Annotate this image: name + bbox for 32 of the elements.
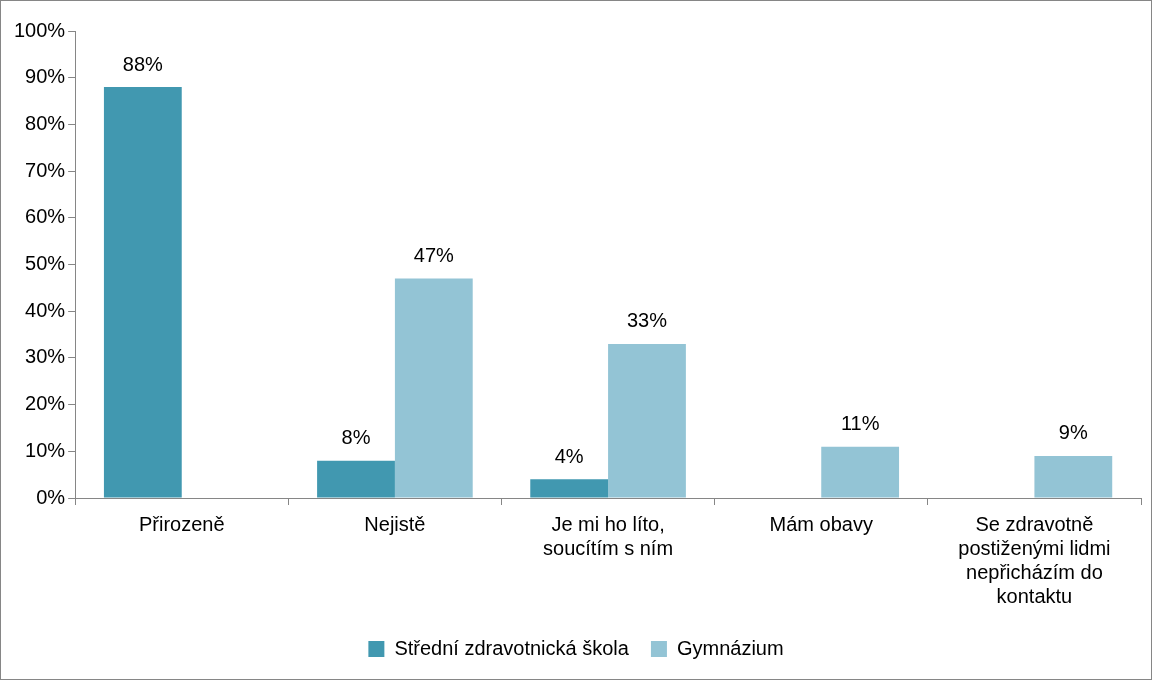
data-label: 88% (122, 52, 164, 75)
y-tick-label: 90% (25, 65, 66, 88)
bar (821, 446, 900, 498)
bar (530, 479, 609, 498)
data-label: 8% (341, 426, 371, 449)
bar (1034, 455, 1113, 498)
y-tick-label: 50% (25, 252, 66, 275)
bar (608, 343, 686, 498)
y-tick-label: 60% (25, 205, 66, 228)
data-label: 4% (554, 444, 584, 467)
y-tick-label: 20% (25, 392, 66, 415)
y-tick-label: 10% (25, 438, 66, 461)
data-label: 47% (413, 244, 455, 267)
y-tick-label: 70% (25, 158, 66, 181)
x-tick-label: Přirozeně (138, 512, 225, 535)
data-label: 33% (626, 309, 668, 332)
data-label: 11% (840, 412, 880, 435)
bar (103, 87, 182, 498)
x-tick-label: Nejistě (364, 512, 426, 535)
x-tick-label: Se zdravotně postiženými lidmi nepřicházím do kontaktu (958, 512, 1111, 607)
bar (317, 460, 395, 498)
legend-label: Gymnázium (676, 636, 784, 659)
x-tick-label: Mám obavy (769, 512, 873, 535)
y-tick-label: 80% (25, 111, 66, 134)
y-tick-label: 30% (25, 345, 66, 368)
y-tick-label: 0% (36, 485, 66, 508)
legend-label: Střední zdravotnická škola (394, 636, 630, 659)
bar (394, 278, 473, 498)
y-tick-label: 40% (25, 298, 66, 321)
x-tick-label: Je mi ho líto, soucítím s ním (543, 512, 674, 559)
y-tick-label: 100% (14, 18, 66, 41)
data-label: 9% (1058, 421, 1088, 444)
